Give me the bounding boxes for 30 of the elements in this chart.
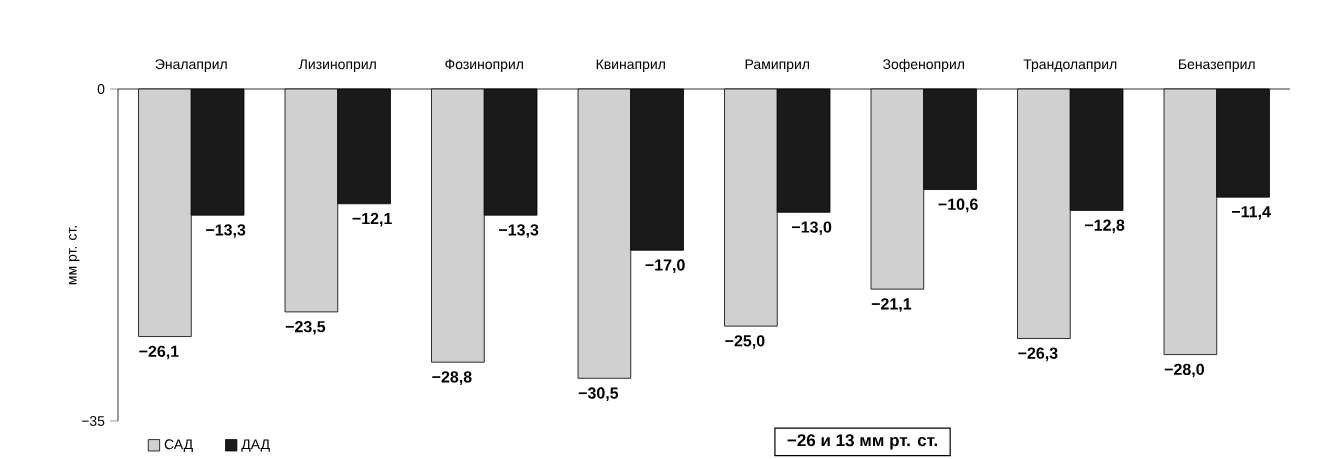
- data-label: −21,1: [871, 298, 912, 312]
- data-label: −28,0: [1164, 363, 1204, 378]
- x-tick-label: Зофеноприл: [883, 58, 964, 72]
- y-tick-label: −35: [81, 416, 105, 426]
- data-label: −13,3: [206, 224, 246, 238]
- data-label: −26,3: [1018, 347, 1058, 362]
- data-label: −25,0: [725, 335, 765, 349]
- legend-label: ДАД: [241, 439, 270, 452]
- x-tick-label: Лизиноприл: [298, 59, 376, 72]
- x-tick-label: Квинаприл: [596, 59, 665, 72]
- data-label: −12,1: [352, 212, 392, 227]
- text: −26 и 13 мм рт. ст.: [787, 434, 938, 450]
- x-tick-label: Фозиноприл: [445, 59, 523, 72]
- legend-label: САД: [164, 439, 193, 452]
- data-label: −30,5: [578, 387, 619, 402]
- data-label: −17,0: [645, 259, 685, 273]
- x-tick-label: Трандолаприл: [1023, 59, 1117, 72]
- x-tick-label: Рамиприл: [745, 59, 810, 72]
- data-label: −11,4: [1231, 206, 1271, 220]
- data-label: −12,8: [1085, 219, 1125, 234]
- data-label: −10,6: [938, 198, 978, 213]
- data-label: −23,5: [285, 320, 326, 335]
- x-tick-label: Эналаприл: [155, 59, 227, 72]
- y-axis-title: мм рт. ст.: [69, 226, 80, 285]
- data-label: −13,3: [499, 224, 539, 238]
- data-label: −13,0: [792, 221, 832, 236]
- y-tick-label: 0: [97, 84, 105, 94]
- data-label: −28,8: [432, 371, 472, 385]
- data-label: −26,1: [139, 345, 179, 360]
- x-tick-label: Беназеприл: [1179, 59, 1255, 72]
